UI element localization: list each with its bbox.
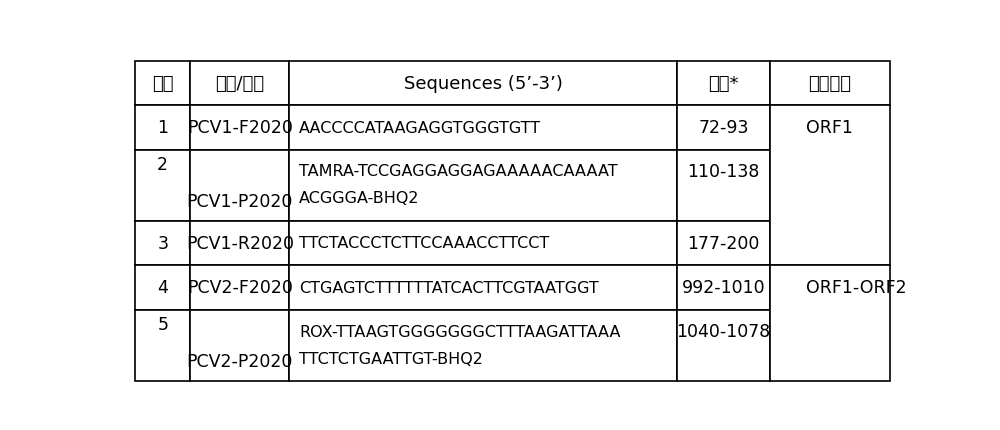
Text: 1040-1078: 1040-1078: [677, 322, 771, 340]
Bar: [289, 106, 677, 150]
Bar: [770, 61, 890, 106]
Text: 2: 2: [157, 156, 168, 173]
Bar: [135, 106, 190, 150]
Text: PCV2-P2020: PCV2-P2020: [187, 352, 293, 370]
Bar: [677, 310, 770, 381]
Text: 992-1010: 992-1010: [682, 279, 766, 297]
Bar: [135, 266, 190, 310]
Bar: [190, 310, 289, 381]
Text: 4: 4: [157, 279, 168, 297]
Bar: [135, 310, 190, 381]
Text: 所在基因: 所在基因: [809, 75, 852, 93]
Bar: [190, 106, 289, 150]
Bar: [289, 221, 677, 266]
Text: ORF1-ORF2: ORF1-ORF2: [806, 279, 907, 297]
Bar: [289, 150, 677, 221]
Text: 引物/探针: 引物/探针: [215, 75, 264, 93]
Text: PCV1-R2020: PCV1-R2020: [186, 234, 294, 252]
Text: 72-93: 72-93: [698, 119, 749, 137]
Bar: [190, 61, 289, 106]
Bar: [289, 310, 677, 381]
Bar: [135, 221, 190, 266]
Text: PCV1-P2020: PCV1-P2020: [187, 192, 293, 210]
Text: TAMRA-TCCGAGGAGGAGAAAAACAAAAT: TAMRA-TCCGAGGAGGAGAAAAACAAAAT: [299, 164, 618, 179]
Text: 110-138: 110-138: [688, 163, 760, 181]
Bar: [190, 221, 289, 266]
Bar: [677, 106, 770, 150]
Bar: [190, 150, 289, 221]
Text: TTCTCTGAATTGT-BHQ2: TTCTCTGAATTGT-BHQ2: [299, 351, 483, 366]
Text: TTCTACCCTCTTCCAAACCTTCCT: TTCTACCCTCTTCCAAACCTTCCT: [299, 236, 549, 251]
Text: 1: 1: [157, 119, 168, 137]
Bar: [135, 61, 190, 106]
Bar: [677, 221, 770, 266]
Text: Sequences (5’-3’): Sequences (5’-3’): [404, 75, 563, 93]
Text: ORF1: ORF1: [806, 119, 853, 137]
Bar: [770, 266, 890, 381]
Bar: [289, 266, 677, 310]
Bar: [677, 266, 770, 310]
Bar: [289, 61, 677, 106]
Bar: [135, 150, 190, 221]
Text: ACGGGA-BHQ2: ACGGGA-BHQ2: [299, 191, 420, 206]
Bar: [677, 61, 770, 106]
Text: PCV1-F2020: PCV1-F2020: [187, 119, 293, 137]
Text: 位置*: 位置*: [708, 75, 739, 93]
Bar: [677, 150, 770, 221]
Text: 编号: 编号: [152, 75, 173, 93]
Text: 177-200: 177-200: [688, 234, 760, 252]
Text: CTGAGTCTTTTTTATCACTTCGTAATGGT: CTGAGTCTTTTTTATCACTTCGTAATGGT: [299, 280, 599, 295]
Bar: [770, 106, 890, 266]
Text: 3: 3: [157, 234, 168, 252]
Text: ROX-TTAAGTGGGGGGGCTTTAAGATTAAA: ROX-TTAAGTGGGGGGGCTTTAAGATTAAA: [299, 324, 621, 339]
Bar: [190, 266, 289, 310]
Text: 5: 5: [157, 315, 168, 333]
Text: AACCCCATAAGAGGTGGGTGTT: AACCCCATAAGAGGTGGGTGTT: [299, 120, 541, 135]
Text: PCV2-F2020: PCV2-F2020: [187, 279, 293, 297]
